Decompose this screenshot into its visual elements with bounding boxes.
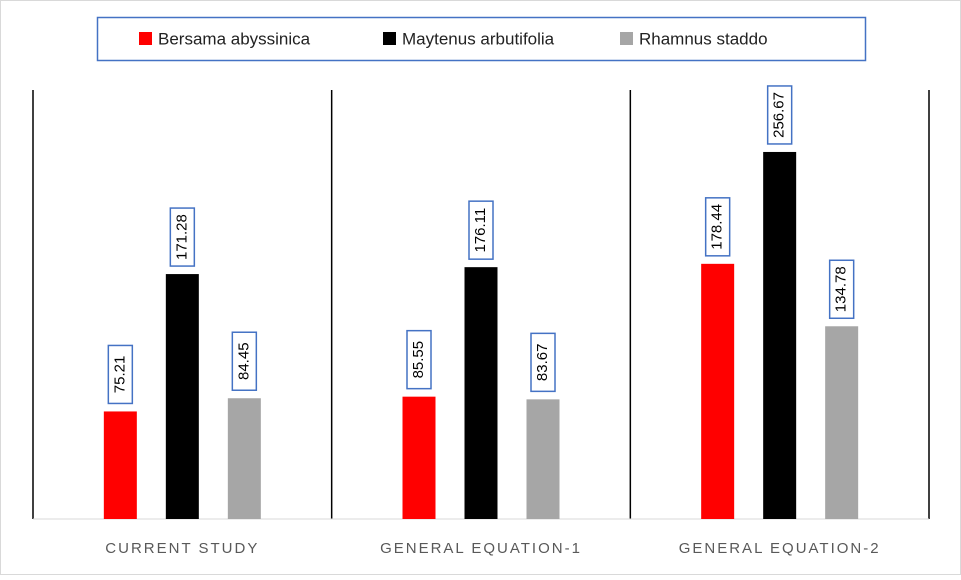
value-label: 83.67 <box>534 344 551 382</box>
legend-label: Rhamnus staddo <box>639 29 768 48</box>
value-label: 178.44 <box>709 204 726 250</box>
legend-swatch <box>139 32 152 45</box>
value-label-box <box>169 207 196 267</box>
value-label-box <box>468 200 494 260</box>
x-tick-label: CURRENT STUDY <box>105 540 259 557</box>
bar <box>701 263 735 519</box>
value-label: 176.11 <box>472 208 489 253</box>
legend-label: Bersama abyssinica <box>158 29 311 48</box>
value-label: 85.55 <box>410 341 427 379</box>
bar <box>165 274 199 519</box>
legend-box <box>96 16 867 62</box>
value-label: 134.78 <box>833 266 850 312</box>
legend-swatch <box>383 32 396 45</box>
value-label-box <box>530 332 556 393</box>
legend-swatch <box>620 32 633 45</box>
value-label: 84.45 <box>235 342 252 380</box>
value-label-box <box>107 344 134 405</box>
bar <box>526 399 560 519</box>
bar <box>227 398 261 519</box>
bar <box>103 411 137 519</box>
value-label-box <box>406 329 432 390</box>
x-tick-label: GENERAL EQUATION-2 <box>679 540 881 557</box>
value-label: 256.67 <box>771 92 788 138</box>
legend-label: Maytenus arbutifolia <box>402 29 555 48</box>
value-label: 171.28 <box>173 214 190 260</box>
bar <box>464 267 498 519</box>
value-label-box <box>231 331 258 391</box>
bar <box>825 326 859 519</box>
bar <box>763 151 797 519</box>
value-label-box <box>828 259 855 320</box>
bar <box>402 396 436 519</box>
value-label: 75.21 <box>111 356 128 394</box>
x-tick-label: GENERAL EQUATION-1 <box>380 540 582 557</box>
value-label-box <box>704 197 731 257</box>
value-label-box <box>766 85 793 145</box>
